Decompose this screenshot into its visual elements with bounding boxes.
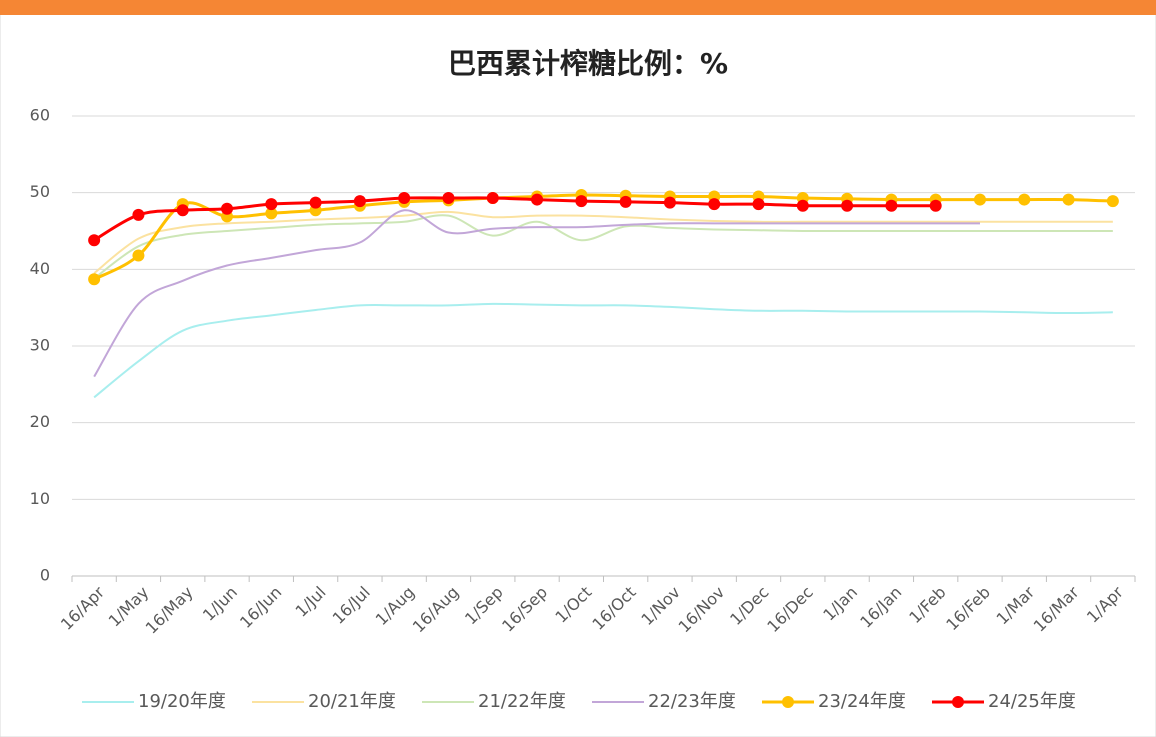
point [88,234,101,247]
point [221,202,234,215]
legend-label: 24/25年度 [988,691,1076,712]
point [265,198,278,211]
legend-label: 20/21年度 [308,691,396,712]
point [752,198,765,211]
point [1062,193,1075,206]
point [1018,193,1031,206]
y-tick-label: 30 [30,336,50,355]
series-line [93,214,1113,280]
y-tick-label: 60 [30,106,50,125]
legend-label: 19/20年度 [138,691,226,712]
point [309,196,322,209]
y-tick-label: 0 [40,566,50,585]
point [575,195,588,208]
point [663,196,676,209]
point [442,192,455,205]
point [265,207,278,220]
y-tick-label: 20 [30,412,50,431]
legend-label: 22/23年度 [648,691,736,712]
series-line [93,302,1113,399]
point [885,199,898,212]
point [132,208,145,221]
series-line [93,209,980,378]
legend-marker [952,696,964,708]
series-line [93,210,1113,274]
legend-label: 23/24年度 [818,691,906,712]
y-tick-label: 10 [30,489,50,508]
top-bar [0,0,1156,15]
point [619,195,632,208]
point [132,249,145,262]
point [531,193,544,206]
point [486,192,499,205]
y-tick-label: 50 [30,182,50,201]
point [88,273,101,286]
point [176,204,189,217]
point [1106,195,1119,208]
point [353,195,366,208]
legend-label: 21/22年度 [478,691,566,712]
point [929,199,942,212]
point [796,199,809,212]
legend-marker [782,696,794,708]
point [708,198,721,211]
point [841,199,854,212]
point [398,192,411,205]
point [973,193,986,206]
y-tick-label: 40 [30,259,50,278]
chart-title: 巴西累计榨糖比例：% [448,47,728,80]
